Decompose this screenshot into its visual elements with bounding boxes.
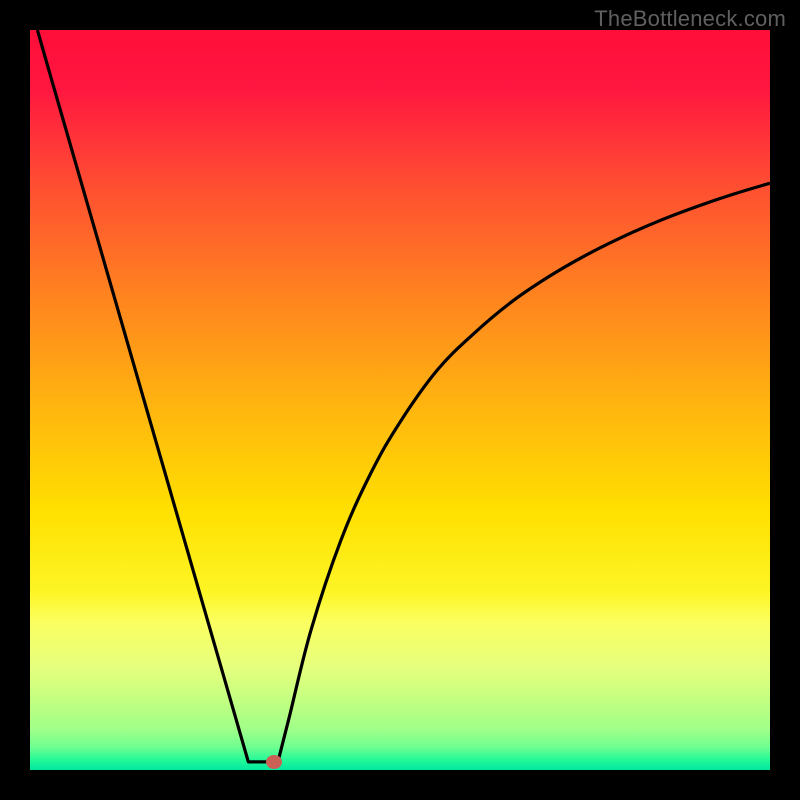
watermark-text: TheBottleneck.com (594, 6, 786, 32)
minimum-marker (266, 755, 282, 769)
chart-frame: TheBottleneck.com (0, 0, 800, 800)
bottleneck-curve (30, 30, 770, 770)
